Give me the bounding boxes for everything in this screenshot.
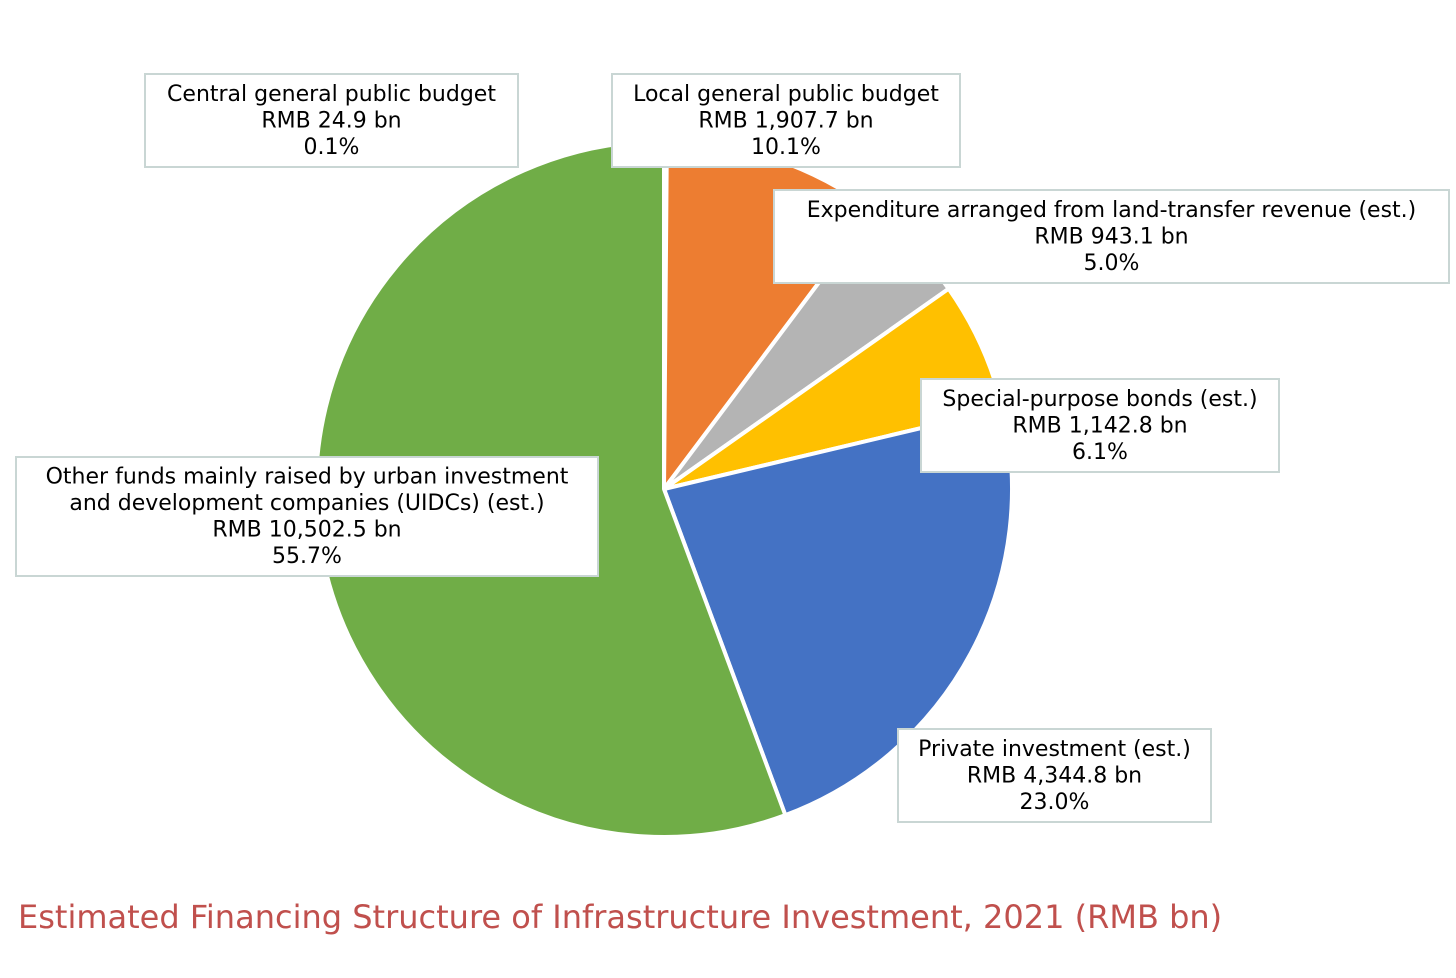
chart-title: Estimated Financing Structure of Infrast… [18, 898, 1222, 936]
label-amount: RMB 4,344.8 bn [967, 763, 1142, 788]
label-name: Central general public budget [167, 82, 496, 107]
label-box [15, 456, 599, 577]
label-box [897, 728, 1212, 823]
label-name: Other funds mainly raised by urban inves… [46, 465, 569, 490]
label-name: Local general public budget [633, 82, 939, 107]
label-amount: RMB 943.1 bn [1034, 224, 1188, 249]
label-name: Private investment (est.) [918, 737, 1191, 762]
label-percent: 6.1% [1072, 440, 1128, 465]
label-amount: RMB 10,502.5 bn [212, 518, 401, 543]
label-percent: 10.1% [751, 135, 821, 160]
label-percent: 23.0% [1020, 790, 1090, 815]
slice-label: Expenditure arranged from land-transfer … [773, 189, 1450, 284]
label-percent: 55.7% [272, 544, 342, 569]
label-amount: RMB 1,142.8 bn [1012, 413, 1187, 438]
slice-label: Private investment (est.)RMB 4,344.8 bn2… [897, 728, 1212, 823]
label-name: Expenditure arranged from land-transfer … [807, 198, 1417, 223]
label-box [920, 378, 1280, 473]
label-box [144, 73, 519, 168]
label-box [773, 189, 1450, 284]
label-amount: RMB 1,907.7 bn [698, 108, 873, 133]
label-box [611, 73, 961, 168]
slice-label: Other funds mainly raised by urban inves… [15, 456, 599, 577]
label-percent: 0.1% [304, 135, 360, 160]
label-percent: 5.0% [1084, 251, 1140, 276]
label-name: and development companies (UIDCs) (est.) [69, 491, 544, 516]
slice-label: Special-purpose bonds (est.)RMB 1,142.8 … [920, 378, 1280, 473]
label-name: Special-purpose bonds (est.) [942, 387, 1257, 412]
label-amount: RMB 24.9 bn [261, 108, 401, 133]
